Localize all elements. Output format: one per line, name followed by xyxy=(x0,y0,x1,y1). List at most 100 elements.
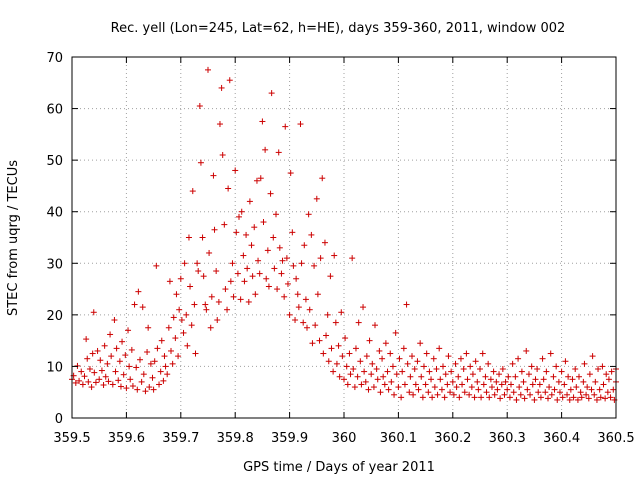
data-point xyxy=(332,319,339,326)
data-point xyxy=(376,347,383,354)
data-point xyxy=(578,394,585,401)
data-point xyxy=(112,368,119,375)
data-point xyxy=(407,373,414,380)
data-point xyxy=(256,270,263,277)
data-point xyxy=(176,306,183,313)
data-point xyxy=(301,242,308,249)
data-point xyxy=(581,360,588,367)
data-point xyxy=(192,350,199,357)
data-point xyxy=(260,219,267,226)
data-point xyxy=(238,208,245,215)
data-point xyxy=(352,345,359,352)
data-point xyxy=(478,394,485,401)
data-point xyxy=(370,384,377,391)
data-point xyxy=(271,265,278,272)
data-point xyxy=(139,304,146,311)
data-point xyxy=(162,363,169,370)
data-point xyxy=(357,358,364,365)
data-point xyxy=(591,391,598,398)
data-point xyxy=(564,391,571,398)
data-point xyxy=(562,358,569,365)
data-point xyxy=(243,231,250,238)
data-point xyxy=(202,301,209,308)
data-point xyxy=(206,249,213,256)
data-point xyxy=(289,229,296,236)
data-point xyxy=(116,358,123,365)
data-point xyxy=(237,296,244,303)
data-point xyxy=(545,395,551,402)
data-point xyxy=(510,389,517,396)
data-point xyxy=(262,146,269,153)
data-point xyxy=(455,373,462,380)
data-point xyxy=(391,391,398,398)
data-point xyxy=(216,121,223,128)
data-point xyxy=(109,381,116,388)
data-point xyxy=(355,319,362,326)
data-point xyxy=(381,381,388,388)
data-point xyxy=(488,384,495,391)
data-point xyxy=(497,395,504,402)
data-point xyxy=(135,288,142,295)
data-point xyxy=(267,190,274,197)
data-point xyxy=(81,373,88,380)
axis-ticks xyxy=(71,56,617,419)
data-point xyxy=(263,275,270,282)
data-point xyxy=(184,342,191,349)
data-point xyxy=(450,391,457,398)
data-point xyxy=(504,386,511,393)
data-point xyxy=(257,175,264,182)
data-point xyxy=(292,317,299,324)
data-point xyxy=(469,371,476,378)
data-point xyxy=(305,211,312,218)
data-point xyxy=(78,368,85,375)
data-point xyxy=(219,151,226,158)
data-point xyxy=(297,121,304,128)
data-point xyxy=(588,386,595,393)
data-point xyxy=(153,262,160,269)
data-point xyxy=(156,381,163,388)
data-point xyxy=(423,350,430,357)
data-point xyxy=(259,118,266,125)
data-point xyxy=(274,286,281,293)
data-point xyxy=(194,260,201,267)
data-point xyxy=(384,368,391,375)
data-point xyxy=(506,394,513,401)
data-point xyxy=(521,395,528,402)
data-point xyxy=(96,376,103,383)
data-point xyxy=(335,342,342,349)
data-point xyxy=(300,319,307,326)
data-point xyxy=(244,265,251,272)
data-point xyxy=(164,371,171,378)
data-point xyxy=(76,377,83,384)
x-tick-labels: 359.5 359.6 359.7 359.8 359.9 360 360.1 360.2 36… xyxy=(53,431,634,446)
data-point xyxy=(294,291,301,298)
data-point xyxy=(508,381,515,388)
data-point xyxy=(203,306,210,313)
data-point xyxy=(485,360,492,367)
data-point xyxy=(222,286,229,293)
data-point xyxy=(414,358,421,365)
data-point xyxy=(452,360,459,367)
data-point xyxy=(100,381,107,388)
y-tick-label: 0 xyxy=(55,412,63,427)
data-point xyxy=(360,304,367,311)
x-tick-label: 360.2 xyxy=(434,431,471,446)
data-point xyxy=(248,242,255,249)
data-point xyxy=(225,185,232,192)
data-point xyxy=(389,363,396,370)
y-tick-label: 40 xyxy=(46,206,63,221)
data-point xyxy=(218,84,225,91)
data-point xyxy=(457,355,464,362)
data-point xyxy=(240,252,247,259)
data-point xyxy=(232,167,239,174)
data-point xyxy=(210,172,217,179)
data-point xyxy=(468,384,475,391)
data-point xyxy=(342,335,349,342)
data-point xyxy=(589,353,596,360)
data-point xyxy=(181,260,188,267)
data-point xyxy=(321,239,328,246)
data-point xyxy=(372,322,379,329)
data-point xyxy=(137,356,143,363)
data-point xyxy=(472,358,479,365)
data-point xyxy=(570,394,577,401)
